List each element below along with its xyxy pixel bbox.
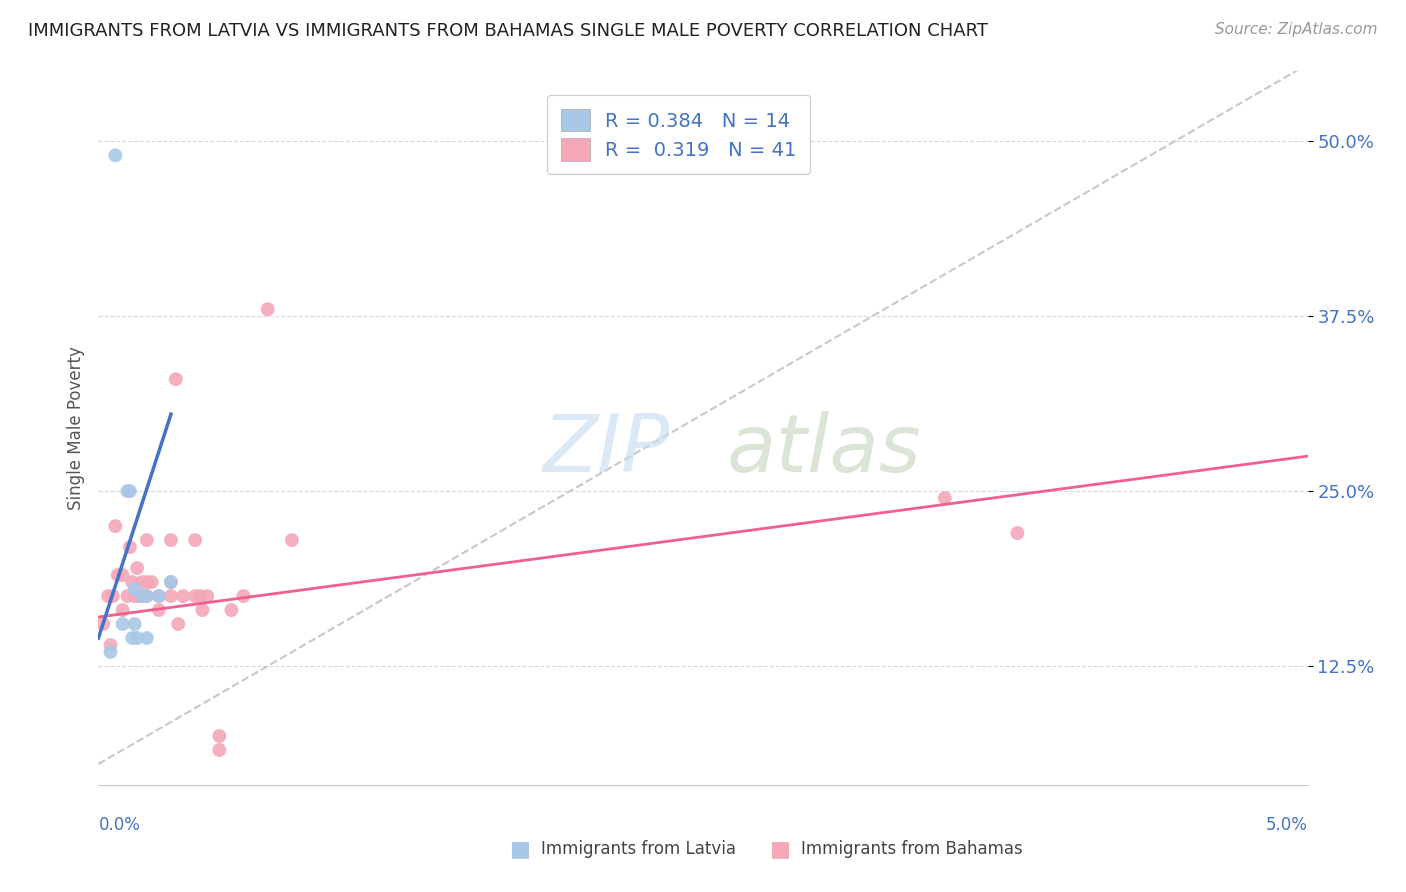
Point	[131, 575, 153, 590]
Point	[118, 484, 141, 499]
Point	[100, 638, 122, 652]
Point	[104, 148, 127, 162]
Point	[104, 519, 127, 533]
Text: ZIP: ZIP	[543, 410, 669, 489]
Point	[148, 589, 170, 603]
Point	[97, 589, 120, 603]
Text: Immigrants from Bahamas: Immigrants from Bahamas	[801, 840, 1024, 858]
Point	[184, 589, 207, 603]
Point	[135, 589, 157, 603]
Point	[124, 617, 146, 632]
Point	[117, 484, 139, 499]
Text: IMMIGRANTS FROM LATVIA VS IMMIGRANTS FROM BAHAMAS SINGLE MALE POVERTY CORRELATIO: IMMIGRANTS FROM LATVIA VS IMMIGRANTS FRO…	[28, 22, 988, 40]
Text: 0.0%: 0.0%	[98, 816, 141, 834]
Point	[107, 568, 129, 582]
Point	[101, 589, 124, 603]
Point	[121, 575, 143, 590]
Y-axis label: Single Male Poverty: Single Male Poverty	[66, 346, 84, 510]
Point	[127, 631, 149, 645]
Point	[208, 743, 231, 757]
Point	[160, 575, 183, 590]
Text: ■: ■	[770, 839, 790, 859]
Point	[135, 631, 157, 645]
Point	[117, 589, 139, 603]
Point	[221, 603, 243, 617]
Point	[232, 589, 254, 603]
Point	[165, 372, 187, 386]
Text: Source: ZipAtlas.com: Source: ZipAtlas.com	[1215, 22, 1378, 37]
Point	[167, 617, 190, 632]
Point	[131, 589, 153, 603]
Point	[160, 533, 183, 547]
Point	[184, 533, 207, 547]
Text: ■: ■	[510, 839, 530, 859]
Point	[148, 589, 170, 603]
Point	[135, 575, 157, 590]
Point	[124, 582, 146, 596]
Point	[127, 589, 149, 603]
Point	[208, 729, 231, 743]
Text: atlas: atlas	[727, 410, 921, 489]
Point	[135, 533, 157, 547]
Point	[124, 589, 146, 603]
Point	[160, 575, 183, 590]
Point	[141, 575, 163, 590]
Point	[121, 631, 143, 645]
Point	[172, 589, 194, 603]
Legend: R = 0.384   N = 14, R =  0.319   N = 41: R = 0.384 N = 14, R = 0.319 N = 41	[547, 95, 810, 174]
Point	[934, 491, 956, 505]
Point	[1007, 526, 1029, 541]
Point	[131, 589, 153, 603]
Point	[256, 302, 278, 317]
Point	[148, 603, 170, 617]
Point	[91, 617, 114, 632]
Text: 5.0%: 5.0%	[1265, 816, 1308, 834]
Point	[135, 589, 157, 603]
Point	[111, 568, 134, 582]
Point	[118, 540, 141, 554]
Point	[281, 533, 304, 547]
Point	[188, 589, 211, 603]
Point	[160, 589, 183, 603]
Point	[100, 645, 122, 659]
Point	[191, 603, 214, 617]
Point	[127, 561, 149, 575]
Point	[195, 589, 218, 603]
Point	[111, 617, 134, 632]
Point	[111, 603, 134, 617]
Text: Immigrants from Latvia: Immigrants from Latvia	[541, 840, 737, 858]
